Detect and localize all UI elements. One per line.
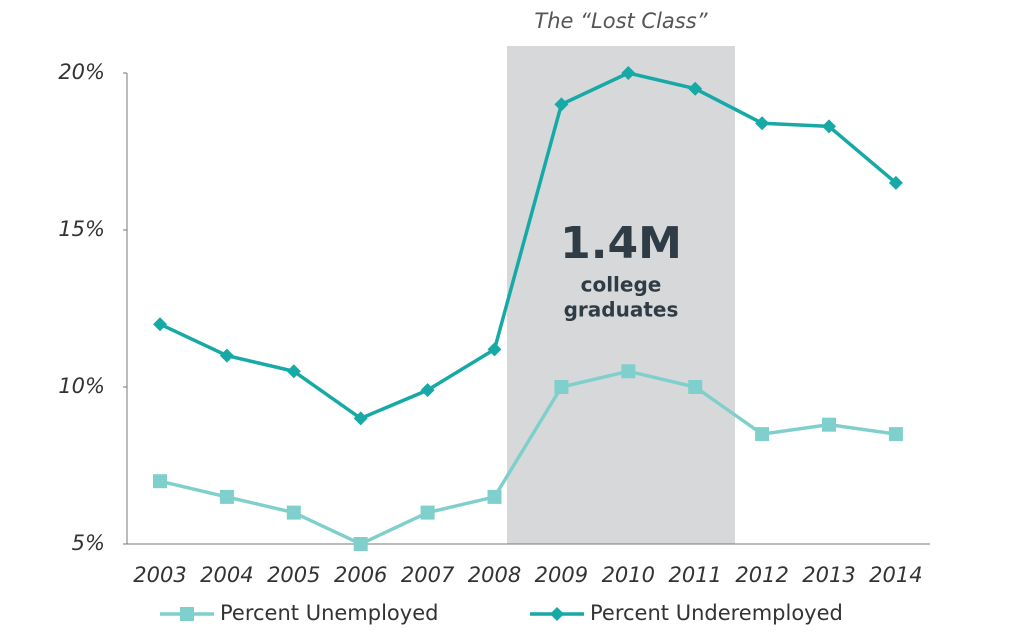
region-title: The “Lost Class” <box>534 9 708 33</box>
data-point <box>219 348 234 363</box>
x-tick-label: 2012 <box>735 563 788 587</box>
data-point <box>888 427 903 442</box>
data-point <box>286 505 301 520</box>
legend-label: Percent Unemployed <box>220 601 438 625</box>
data-point <box>755 116 770 131</box>
data-point <box>621 66 636 80</box>
legend-marker <box>180 607 194 621</box>
data-point <box>353 537 368 551</box>
x-tick-label: 2008 <box>468 563 521 587</box>
x-tick-label: 2004 <box>200 563 253 587</box>
x-tick-label: 2009 <box>535 563 588 587</box>
data-point <box>153 474 167 489</box>
data-point <box>219 489 234 504</box>
data-point <box>153 317 167 332</box>
y-tick-label: 20% <box>58 60 105 84</box>
x-tick-label: 2006 <box>334 563 387 587</box>
y-tick-label: 10% <box>58 374 105 398</box>
data-point <box>822 119 836 134</box>
data-point <box>353 411 368 426</box>
headline: 1.4M <box>560 218 682 269</box>
legend-label: Percent Underemployed <box>590 601 843 625</box>
data-point <box>420 505 435 520</box>
data-point <box>420 383 435 398</box>
series-line <box>159 71 898 421</box>
x-tick-label: 2005 <box>267 563 320 587</box>
x-tick-label: 2007 <box>401 563 455 587</box>
x-tick-label: 2011 <box>668 563 721 587</box>
caption: college <box>581 273 662 297</box>
y-tick-label: 5% <box>72 531 105 555</box>
data-point <box>755 427 770 442</box>
data-point <box>688 81 703 96</box>
data-point <box>554 380 569 394</box>
data-point <box>487 489 502 504</box>
caption: graduates <box>564 298 679 322</box>
legend-marker <box>550 607 564 621</box>
data-point <box>621 364 636 379</box>
data-point <box>688 380 703 394</box>
x-tick-label: 2010 <box>602 563 655 587</box>
x-tick-label: 2003 <box>133 563 186 587</box>
data-point <box>286 364 301 379</box>
data-point <box>822 417 836 432</box>
series-line <box>159 369 897 546</box>
data-point <box>487 342 502 357</box>
data-point <box>554 97 569 112</box>
y-tick-label: 15% <box>58 217 105 241</box>
x-tick-label: 2014 <box>869 563 922 587</box>
highlight-region <box>507 46 735 544</box>
x-tick-label: 2013 <box>802 563 855 587</box>
data-point <box>888 175 903 190</box>
